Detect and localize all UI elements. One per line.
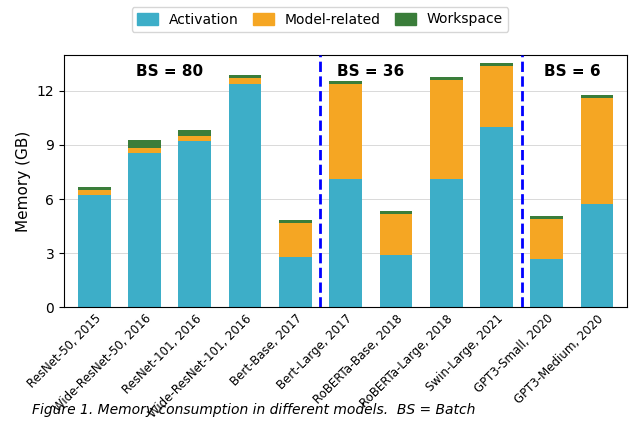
Bar bbox=[531, 216, 563, 219]
Bar bbox=[78, 187, 111, 190]
Bar bbox=[78, 195, 111, 307]
Text: BS = 36: BS = 36 bbox=[337, 64, 404, 79]
Bar bbox=[531, 258, 563, 307]
Text: Figure 1. Memory consumption in different models.  BS = Batch: Figure 1. Memory consumption in differen… bbox=[32, 403, 476, 417]
Y-axis label: Memory (GB): Memory (GB) bbox=[16, 131, 31, 232]
Text: BS = 80: BS = 80 bbox=[136, 64, 203, 79]
Bar bbox=[329, 81, 362, 84]
Bar bbox=[580, 205, 613, 307]
Bar bbox=[580, 95, 613, 98]
Bar bbox=[179, 141, 211, 307]
Text: BS = 6: BS = 6 bbox=[543, 64, 600, 79]
Bar bbox=[228, 75, 261, 78]
Bar bbox=[430, 80, 463, 179]
Bar bbox=[380, 213, 412, 255]
Bar bbox=[580, 98, 613, 205]
Bar bbox=[430, 179, 463, 307]
Bar bbox=[179, 130, 211, 136]
Legend: Activation, Model-related, Workspace: Activation, Model-related, Workspace bbox=[132, 7, 508, 32]
Bar bbox=[279, 220, 312, 223]
Bar bbox=[78, 190, 111, 195]
Bar bbox=[279, 257, 312, 307]
Bar bbox=[329, 179, 362, 307]
Bar bbox=[128, 153, 161, 307]
Bar bbox=[228, 84, 261, 307]
Bar bbox=[228, 78, 261, 84]
Bar bbox=[380, 255, 412, 307]
Bar bbox=[480, 127, 513, 307]
Bar bbox=[279, 223, 312, 257]
Bar bbox=[480, 66, 513, 127]
Bar bbox=[380, 211, 412, 213]
Bar bbox=[329, 84, 362, 179]
Bar bbox=[531, 219, 563, 258]
Bar bbox=[128, 141, 161, 148]
Bar bbox=[179, 136, 211, 141]
Bar bbox=[128, 148, 161, 153]
Bar bbox=[480, 63, 513, 66]
Bar bbox=[430, 77, 463, 80]
